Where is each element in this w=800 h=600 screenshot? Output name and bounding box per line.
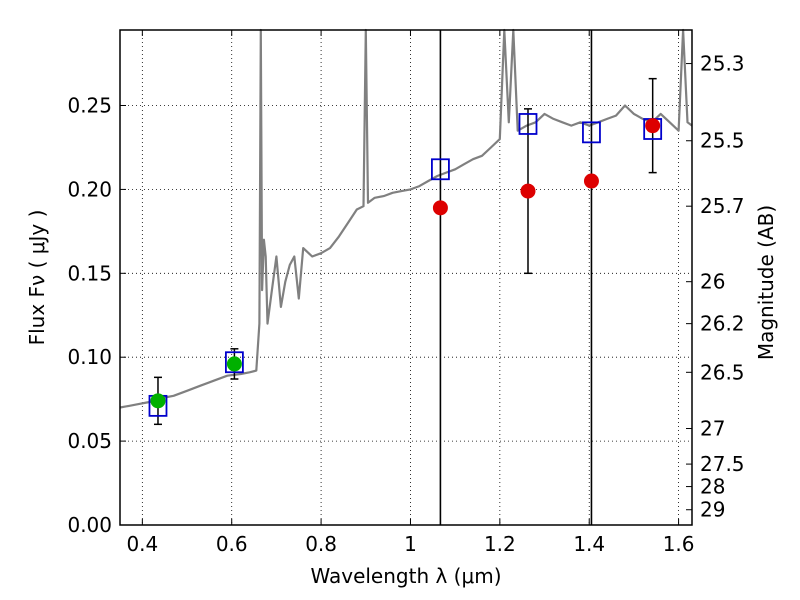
mag-tick-label: 27 <box>700 417 725 441</box>
x-tick-label: 1.6 <box>663 532 695 556</box>
y-tick-label: 0.10 <box>67 345 112 369</box>
mag-tick-label: 26.2 <box>700 312 745 336</box>
x-tick-label: 1 <box>404 532 417 556</box>
right-axis-label: Magnitude (AB) <box>754 205 778 360</box>
observed-point <box>645 118 661 134</box>
x-axis-label: Wavelength λ (μm) <box>310 564 501 588</box>
mag-tick-label: 27.5 <box>700 452 745 476</box>
mag-tick-label: 29 <box>700 498 725 522</box>
model-flux-box <box>224 351 244 374</box>
axes: 0.4 0.6 0.8 1 1.2 1.4 1.6 0.00 0.05 0.10 0.15 0.20 0… <box>67 30 745 556</box>
y-tick-label: 0.15 <box>67 261 112 285</box>
y-tick-label: 0.00 <box>67 513 112 537</box>
observed-point <box>226 356 242 372</box>
plot-frame <box>119 29 693 526</box>
observed-point <box>520 183 536 199</box>
mag-tick-label: 25.5 <box>700 129 745 153</box>
y-tick-label: 0.25 <box>67 94 112 118</box>
model-flux-box <box>431 158 450 181</box>
x-tick-label: 0.4 <box>126 532 158 556</box>
mag-tick-label: 26 <box>700 270 725 294</box>
model-flux-box <box>518 113 538 135</box>
x-tick-label: 0.8 <box>305 532 337 556</box>
plot-area <box>119 28 693 525</box>
grid-lines <box>120 30 692 526</box>
mag-tick-label: 28 <box>700 475 725 499</box>
y-tick-label: 0.20 <box>67 177 112 201</box>
x-tick-label: 1.4 <box>573 532 605 556</box>
observed-point <box>150 393 166 409</box>
observed-point <box>583 173 599 189</box>
y-tick-label: 0.05 <box>67 429 112 453</box>
mag-tick-label: 25.7 <box>700 194 745 218</box>
x-tick-label: 0.6 <box>216 532 248 556</box>
spectrum-line <box>119 28 693 409</box>
observed-point <box>432 200 448 216</box>
model-flux-box <box>582 121 601 144</box>
mag-tick-label: 26.5 <box>700 360 745 384</box>
x-tick-label: 1.2 <box>484 532 516 556</box>
y-axis-label: Flux Fν ( μJy ) <box>25 210 49 346</box>
mag-tick-label: 25.3 <box>700 52 745 76</box>
